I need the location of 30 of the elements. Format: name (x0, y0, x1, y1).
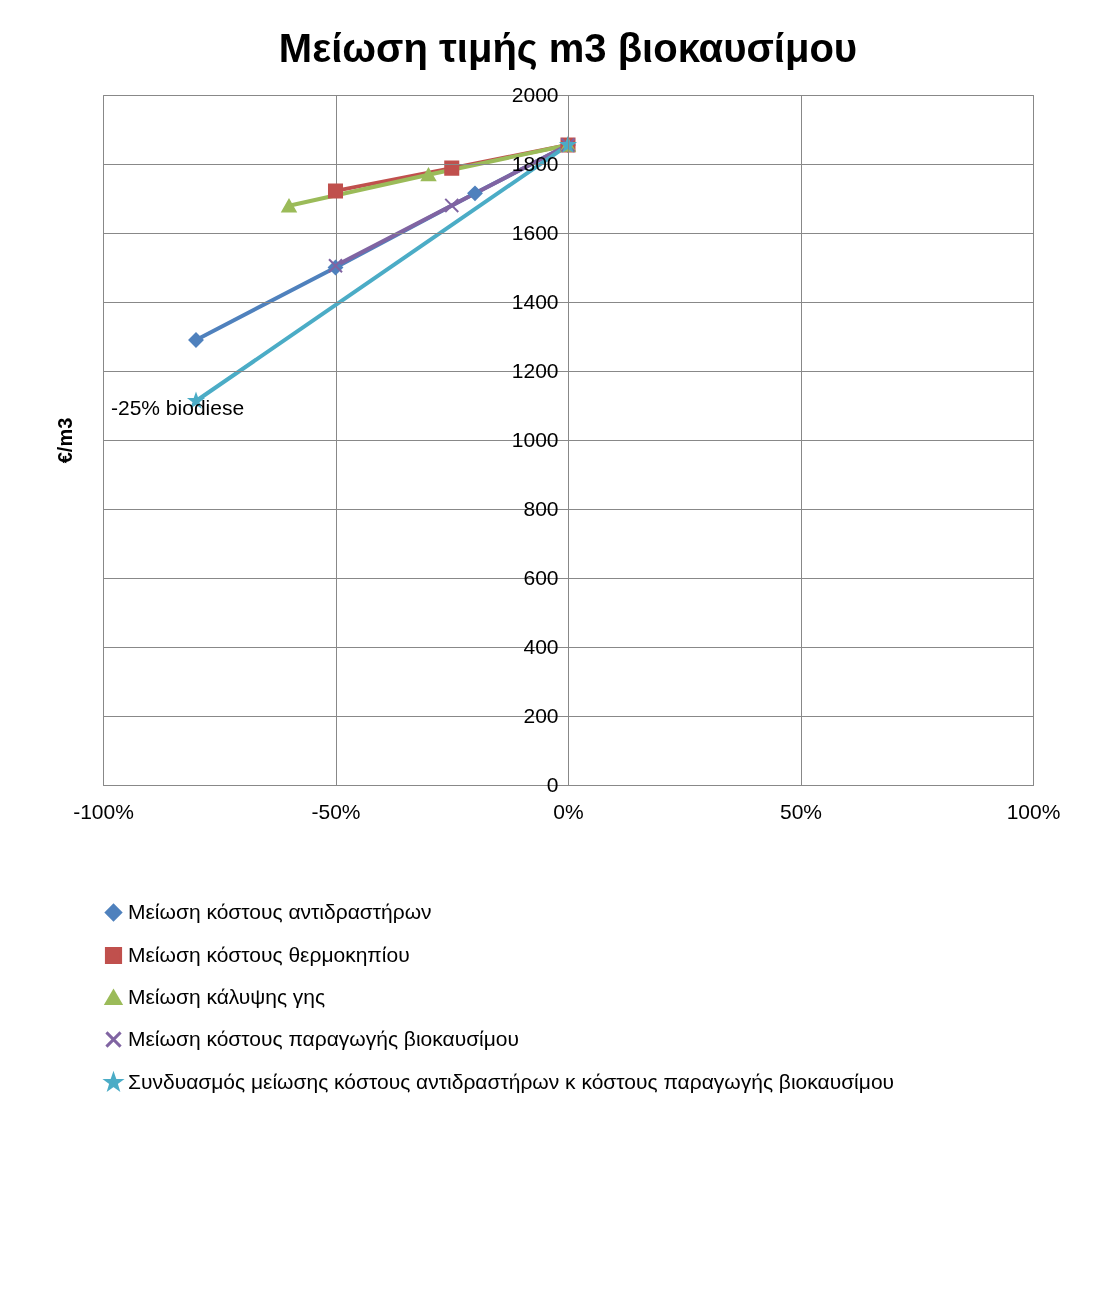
y-tick-label: 1000 (511, 427, 559, 451)
legend-label: Μείωση κόστους θερμοκηπίου (128, 942, 410, 966)
point (281, 199, 297, 213)
x-tick-label: 50% (779, 799, 823, 823)
point (444, 197, 460, 213)
x-tick-label: 0% (553, 799, 584, 823)
legend-label: Μείωση κάλυψης γης (128, 984, 326, 1008)
x-tick-label: -50% (311, 799, 361, 823)
y-axis-title: €/m3 (53, 417, 76, 464)
y-tick-label: 1400 (511, 289, 559, 313)
y-tick-label: 600 (523, 565, 559, 589)
y-tick-label: 800 (523, 496, 559, 520)
y-tick-label: 200 (523, 703, 559, 727)
point (467, 185, 483, 201)
x-tick-label: 100% (1006, 799, 1061, 823)
legend-label: Μείωση κόστους παραγωγής βιοκαυσίμου (128, 1026, 520, 1050)
legend-label: Μείωση κόστους αντιδραστήρων (128, 899, 432, 923)
annotation: -25% biodiese (111, 395, 245, 419)
y-tick-label: 400 (523, 634, 559, 658)
y-tick-label: 1600 (511, 220, 559, 244)
y-tick-label: 2000 (511, 82, 559, 106)
y-tick-label: 1200 (511, 358, 559, 382)
y-tick-label: 0 (546, 772, 559, 796)
point (327, 183, 344, 199)
point (444, 160, 460, 176)
point (420, 168, 437, 182)
legend-label: Συνδυασμός μείωσης κόστους αντιδραστήρων κ κόστους παραγωγής βιοκαυσίμου (128, 1069, 895, 1093)
x-tick-label: -100% (73, 799, 134, 823)
point (188, 332, 204, 348)
chart-title: Μείωση τιμής m3 βιοκαυσίμου (278, 26, 858, 71)
